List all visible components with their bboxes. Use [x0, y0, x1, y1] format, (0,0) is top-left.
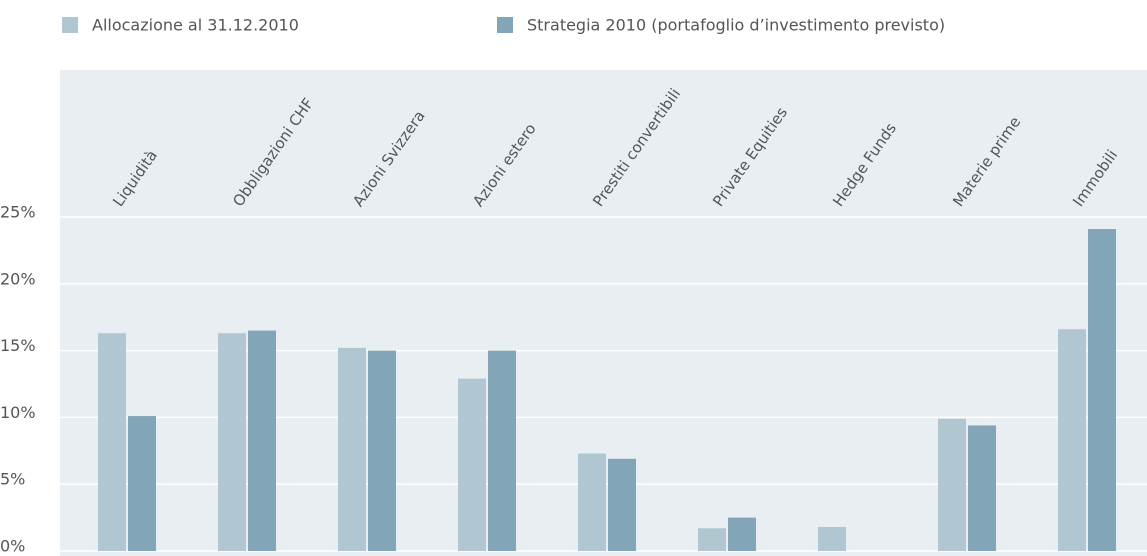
legend-label: Allocazione al 31.12.2010 — [92, 16, 299, 35]
bar — [128, 416, 156, 551]
bar — [818, 526, 846, 551]
bar — [968, 425, 996, 551]
y-tick-label: 0% — [0, 537, 25, 556]
legend-label: Strategia 2010 (portafoglio d’investimen… — [527, 16, 945, 35]
bar — [938, 418, 966, 551]
legend-swatch — [62, 17, 78, 33]
y-tick-label: 5% — [0, 470, 25, 489]
bar — [248, 330, 276, 551]
bar — [218, 333, 246, 551]
y-tick-label: 20% — [0, 269, 36, 288]
bar — [368, 350, 396, 551]
bar — [488, 350, 516, 551]
bar — [338, 347, 366, 551]
bar — [728, 517, 756, 551]
legend-swatch — [497, 17, 513, 33]
bar — [578, 453, 606, 551]
y-tick-label: 10% — [0, 403, 36, 422]
bar — [698, 528, 726, 551]
bar — [458, 378, 486, 551]
bar — [1058, 329, 1086, 551]
y-tick-label: 25% — [0, 203, 36, 222]
bar — [98, 333, 126, 551]
bar — [1088, 229, 1116, 552]
bar — [608, 458, 636, 551]
y-tick-label: 15% — [0, 336, 36, 355]
